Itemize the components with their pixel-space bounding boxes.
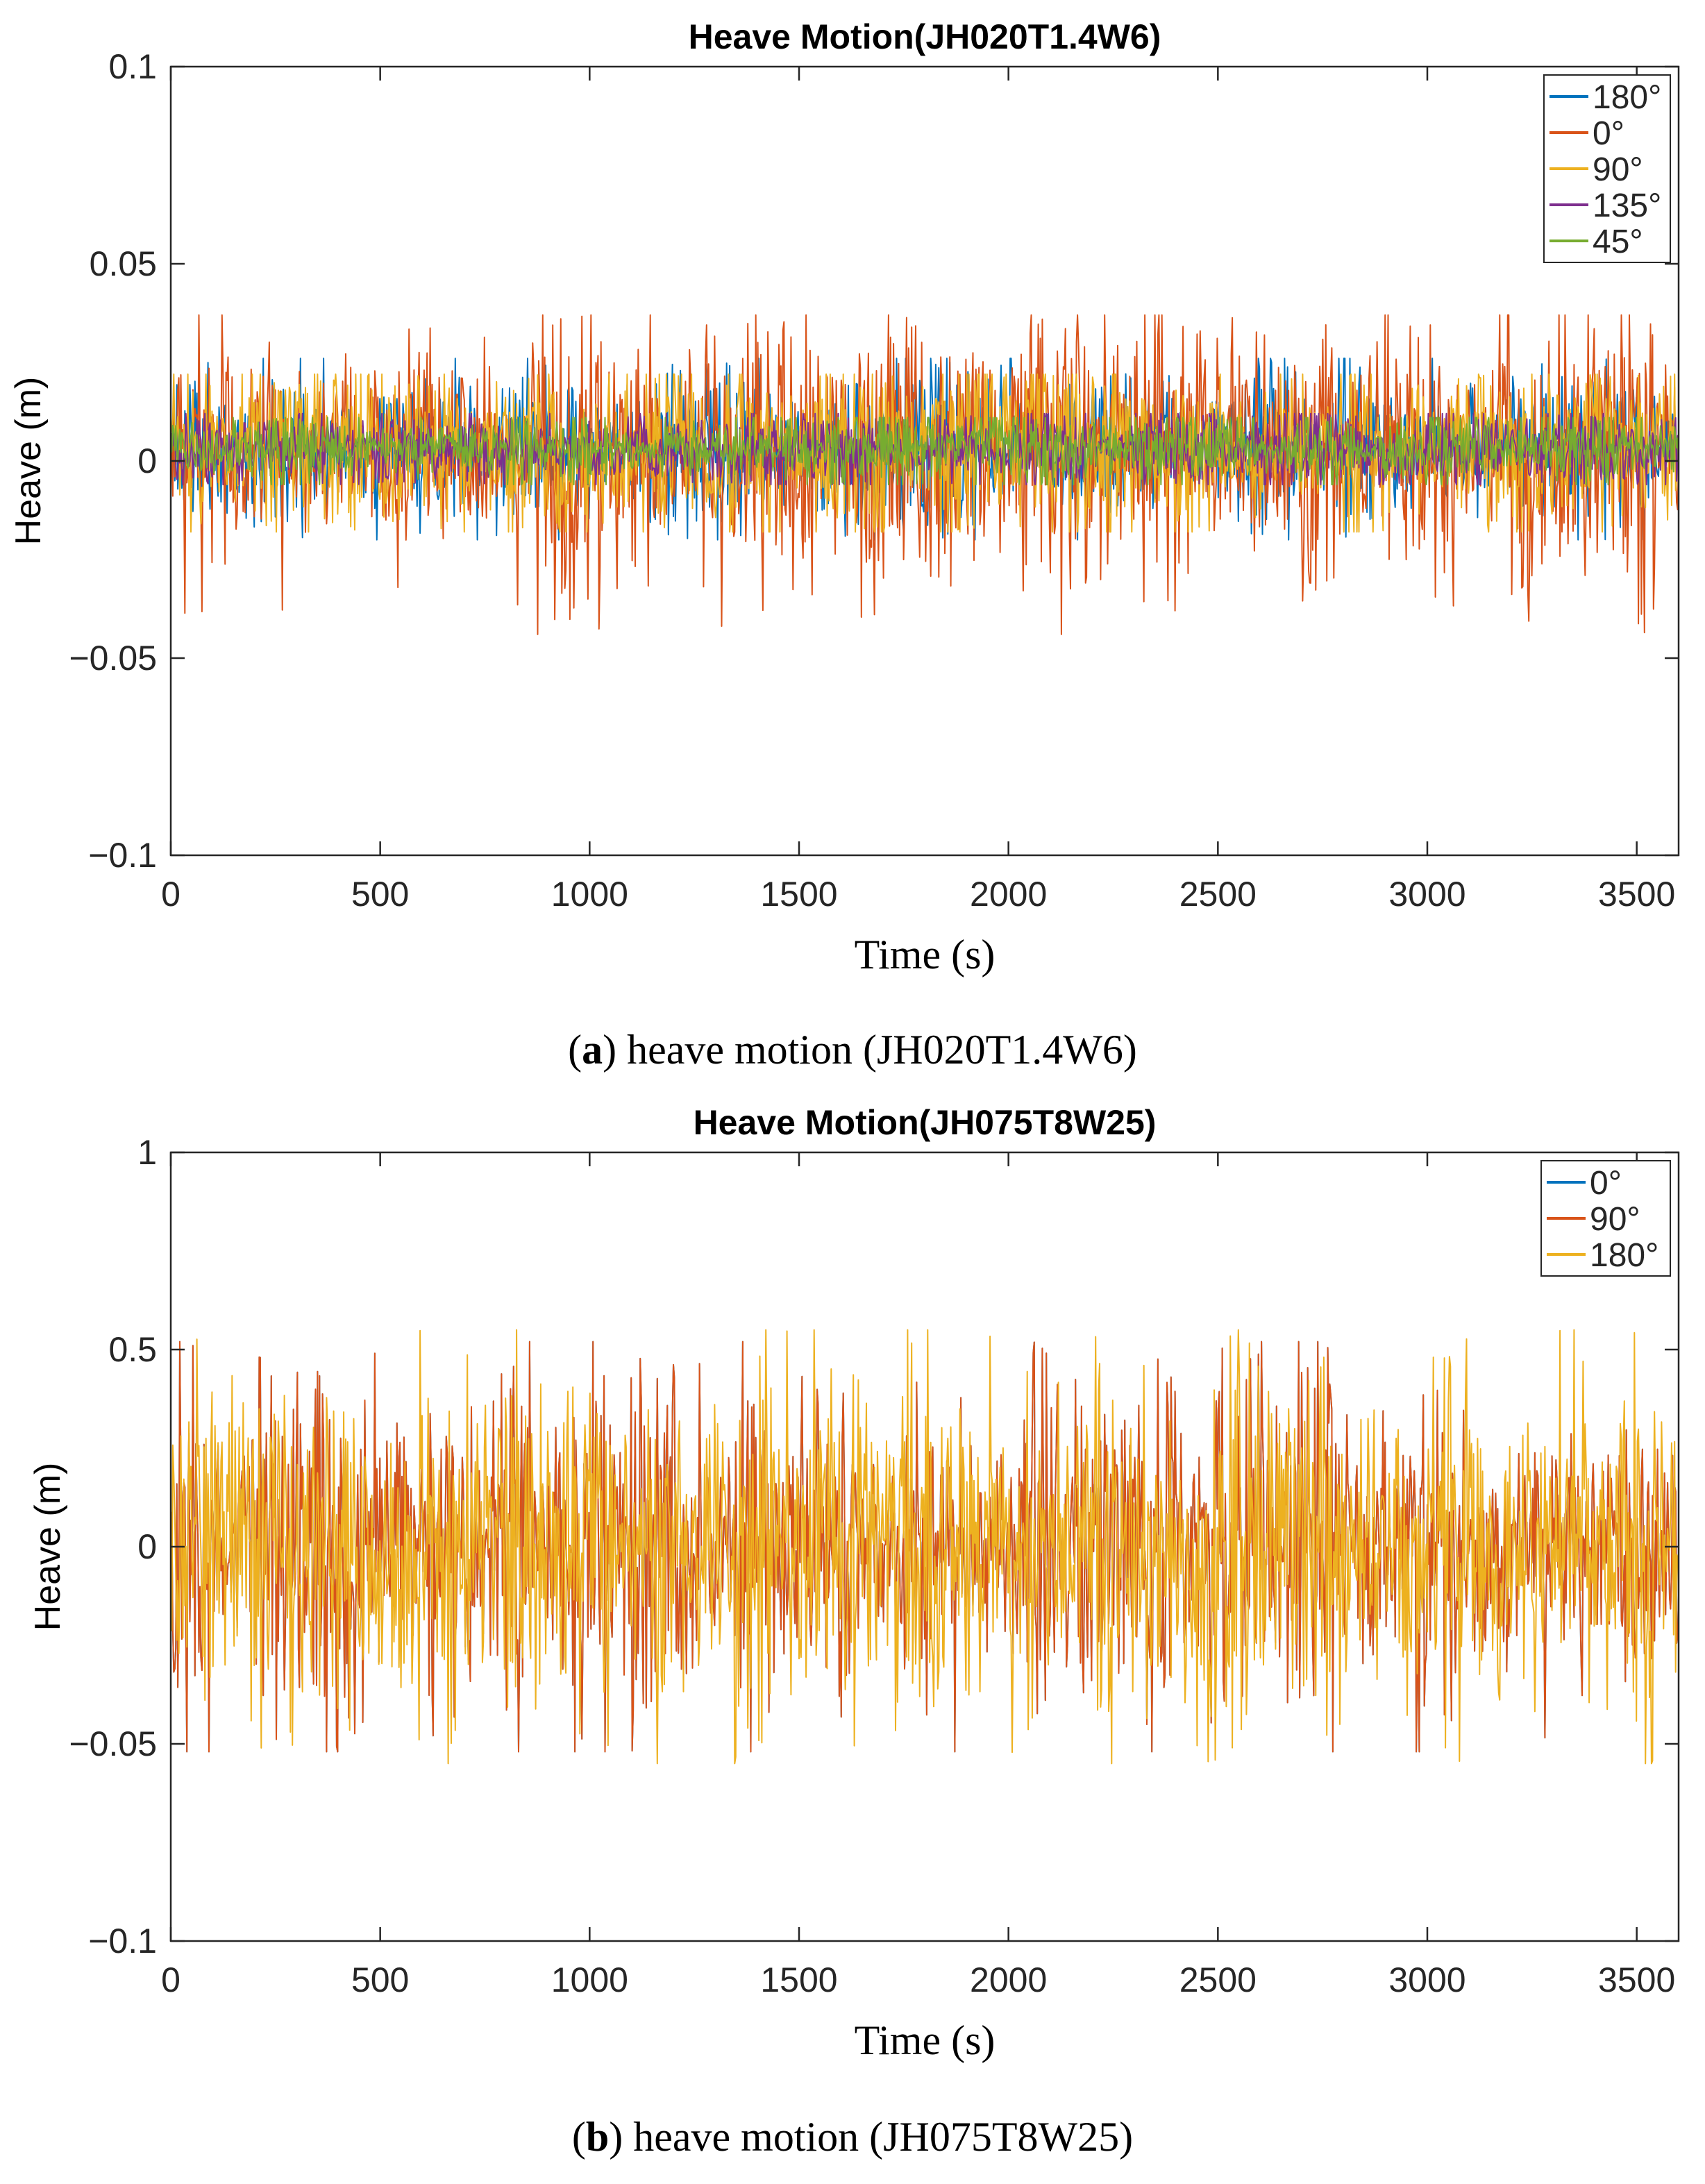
- caption-b-text: heave motion (JH075T8W25): [633, 2114, 1134, 2160]
- chart-b: 0 500 1000 1500 2000 2500 3000 3500 −0.1 −0.05 0 0.…: [28, 1103, 1680, 2063]
- chart-title: Heave Motion(JH075T8W25): [694, 1103, 1157, 1142]
- x-tick-label: 3000: [1388, 1960, 1465, 1999]
- y-tick-label: 0: [137, 1527, 157, 1566]
- legend-label: 0°: [1593, 115, 1624, 152]
- x-tick-label: 500: [351, 1960, 409, 1999]
- legend-label: 180°: [1593, 79, 1661, 116]
- caption-a: (a) heave motion (JH020T1.4W6): [568, 1027, 1137, 1073]
- x-tick-label: 2000: [970, 1960, 1047, 1999]
- x-tick-label: 1500: [760, 1960, 837, 1999]
- caption-b: (b) heave motion (JH075T8W25): [571, 2114, 1134, 2160]
- y-tick-label: −0.05: [69, 639, 157, 678]
- figure-b: 0 500 1000 1500 2000 2500 3000 3500 −0.1 −0.05 0 0.…: [0, 1090, 1705, 2184]
- series-line-0-4: [170, 417, 1679, 486]
- y-tick-label: −0.1: [88, 1922, 157, 1960]
- x-tick-label: 3000: [1388, 875, 1465, 914]
- x-tick-label: 3500: [1598, 1960, 1675, 1999]
- x-tick-label: 500: [351, 875, 409, 914]
- caption-b-letter: b: [585, 2114, 610, 2160]
- x-tick-label: 2500: [1179, 1960, 1257, 1999]
- y-tick-label: 0.5: [108, 1330, 157, 1369]
- chart-a: 0 500 1000 1500 2000 2500 3000 3500 −0.1 −0.05 0 0.…: [8, 17, 1680, 977]
- caption-a-letter: a: [582, 1027, 603, 1073]
- y-tick-label: −0.05: [69, 1724, 157, 1763]
- x-tick-label: 2500: [1179, 875, 1257, 914]
- legend-box: [1543, 74, 1671, 263]
- x-tick-label: 1000: [551, 875, 628, 914]
- legend-label: 180°: [1590, 1237, 1658, 1274]
- legend-label: 0°: [1590, 1165, 1622, 1202]
- y-axis-label: Heave (m): [8, 377, 49, 546]
- y-tick-label: 1: [137, 1133, 157, 1172]
- chart-title: Heave Motion(JH020T1.4W6): [689, 17, 1161, 56]
- legend-label: 135°: [1593, 187, 1661, 224]
- y-axis-label: Heave (m): [28, 1463, 68, 1631]
- y-tick-label: 0.05: [90, 244, 157, 283]
- x-tick-label: 1500: [760, 875, 837, 914]
- x-tick-label: 1000: [551, 1960, 628, 1999]
- y-tick-label: 0: [137, 442, 157, 480]
- caption-a-text: heave motion (JH020T1.4W6): [627, 1027, 1137, 1073]
- legend-label: 90°: [1593, 151, 1643, 188]
- x-tick-label: 0: [161, 875, 180, 914]
- x-tick-label: 3500: [1598, 875, 1675, 914]
- legend-label: 45°: [1593, 224, 1643, 260]
- y-tick-label: 0.1: [108, 47, 157, 86]
- series-line-1-2: [170, 1329, 1679, 1765]
- figure-a: 0 500 1000 1500 2000 2500 3000 3500 −0.1 −0.05 0 0.…: [0, 0, 1705, 1090]
- x-axis-label: Time (s): [855, 932, 996, 977]
- x-tick-label: 0: [161, 1960, 180, 1999]
- y-tick-label: −0.1: [88, 836, 157, 875]
- x-axis-label: Time (s): [855, 2017, 996, 2063]
- legend-label: 90°: [1590, 1201, 1640, 1238]
- x-tick-label: 2000: [970, 875, 1047, 914]
